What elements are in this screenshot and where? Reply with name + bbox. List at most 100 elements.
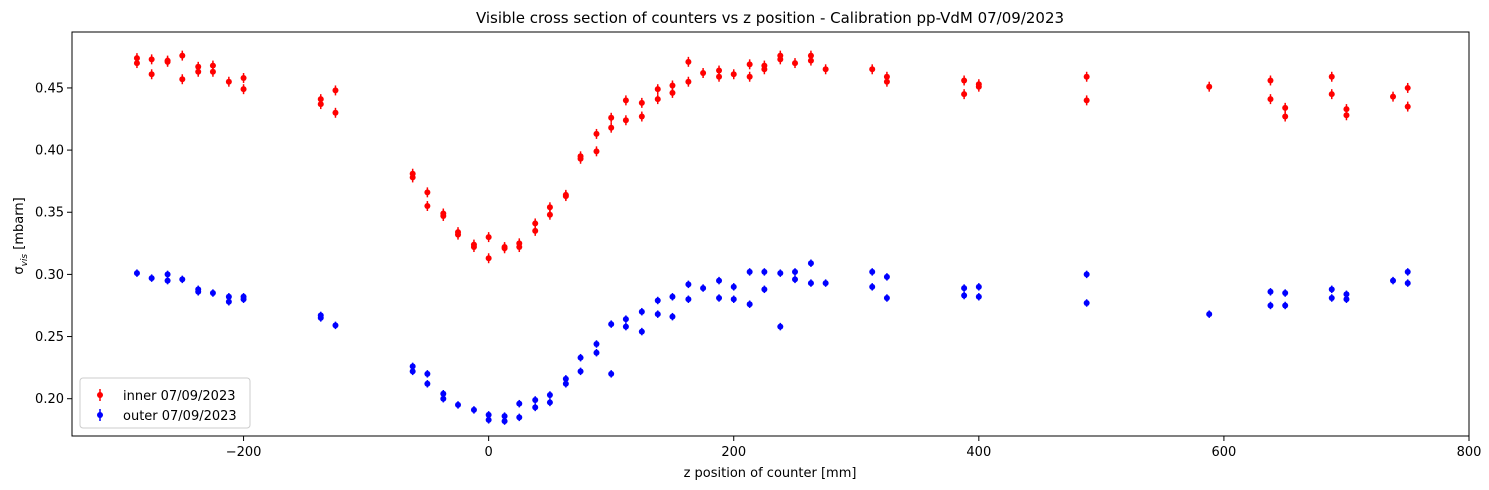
data-point <box>209 290 216 297</box>
data-point <box>240 86 247 93</box>
y-tick-label: 0.40 <box>35 144 64 159</box>
data-point <box>501 418 508 425</box>
data-point <box>501 413 508 420</box>
data-point <box>807 280 814 287</box>
data-point <box>883 295 890 302</box>
legend-marker-outer <box>97 412 103 418</box>
data-point <box>622 323 629 330</box>
data-point <box>608 370 615 377</box>
data-point <box>716 277 723 284</box>
data-point <box>822 280 829 287</box>
y-axis-label: σvis [mbarn] <box>12 197 30 274</box>
data-point <box>225 293 232 300</box>
data-point <box>440 395 447 402</box>
data-point <box>622 97 629 104</box>
data-point <box>485 411 492 418</box>
data-point <box>209 62 216 69</box>
x-tick-label: −200 <box>226 445 262 460</box>
data-point <box>148 275 155 282</box>
data-point <box>654 96 661 103</box>
plot-frame <box>71 31 1470 437</box>
y-tick-label: 0.45 <box>35 81 64 96</box>
data-point <box>485 255 492 262</box>
legend-label-outer: outer 07/09/2023 <box>123 409 237 424</box>
data-point <box>669 313 676 320</box>
data-point <box>409 174 416 181</box>
data-point <box>792 276 799 283</box>
x-axis-label: z position of counter [mm] <box>684 466 857 481</box>
data-point <box>424 189 431 196</box>
data-point <box>1083 299 1090 306</box>
data-point <box>685 58 692 65</box>
x-tick-label: 600 <box>1211 445 1236 460</box>
data-point <box>593 349 600 356</box>
data-point <box>961 292 968 299</box>
data-point <box>424 203 431 210</box>
data-point <box>332 322 339 329</box>
data-point <box>195 288 202 295</box>
data-point <box>546 399 553 406</box>
data-point <box>777 56 784 63</box>
data-point <box>746 301 753 308</box>
legend-marker-inner <box>97 392 103 398</box>
data-point <box>317 101 324 108</box>
data-point <box>792 268 799 275</box>
data-point <box>1404 280 1411 287</box>
data-point <box>638 99 645 106</box>
data-point <box>1083 73 1090 80</box>
legend-entry-inner: inner 07/09/2023 <box>97 389 236 404</box>
x-tick-label: 400 <box>966 445 991 460</box>
data-point <box>1343 291 1350 298</box>
y-tick-label: 0.25 <box>35 330 64 345</box>
y-axis-label-symbol: σ <box>12 266 27 274</box>
data-point <box>179 76 186 83</box>
y-tick-label: 0.30 <box>35 268 64 283</box>
data-point <box>730 71 737 78</box>
data-point <box>470 244 477 251</box>
data-point <box>716 295 723 302</box>
data-point <box>1267 96 1274 103</box>
data-point <box>869 283 876 290</box>
data-point <box>730 296 737 303</box>
data-point <box>1404 268 1411 275</box>
data-point <box>869 268 876 275</box>
data-point <box>761 66 768 73</box>
data-point <box>669 82 676 89</box>
data-point <box>961 77 968 84</box>
data-point <box>669 89 676 96</box>
data-point <box>622 316 629 323</box>
data-point <box>179 52 186 59</box>
x-axis-ticks: −200 0 200 400 600 800 <box>226 436 1481 460</box>
data-point <box>485 416 492 423</box>
data-point <box>225 78 232 85</box>
series-inner <box>133 50 1411 264</box>
data-point <box>1328 73 1335 80</box>
data-point <box>961 285 968 292</box>
series-outer <box>133 259 1411 425</box>
data-point <box>1083 271 1090 278</box>
data-point <box>654 297 661 304</box>
data-point <box>485 234 492 241</box>
data-point <box>638 328 645 335</box>
data-point <box>1328 91 1335 98</box>
data-point <box>1328 295 1335 302</box>
data-point <box>546 211 553 218</box>
data-point <box>807 57 814 64</box>
data-point <box>209 68 216 75</box>
data-point <box>577 354 584 361</box>
data-point <box>424 370 431 377</box>
data-point <box>869 66 876 73</box>
data-point <box>1328 286 1335 293</box>
data-point <box>532 227 539 234</box>
data-point <box>516 400 523 407</box>
x-tick-label: 0 <box>485 445 493 460</box>
data-point <box>546 391 553 398</box>
data-point <box>822 66 829 73</box>
data-point <box>440 390 447 397</box>
data-point <box>195 68 202 75</box>
data-point <box>1282 290 1289 297</box>
data-point <box>409 368 416 375</box>
data-point <box>240 296 247 303</box>
data-point <box>424 380 431 387</box>
data-point <box>240 74 247 81</box>
